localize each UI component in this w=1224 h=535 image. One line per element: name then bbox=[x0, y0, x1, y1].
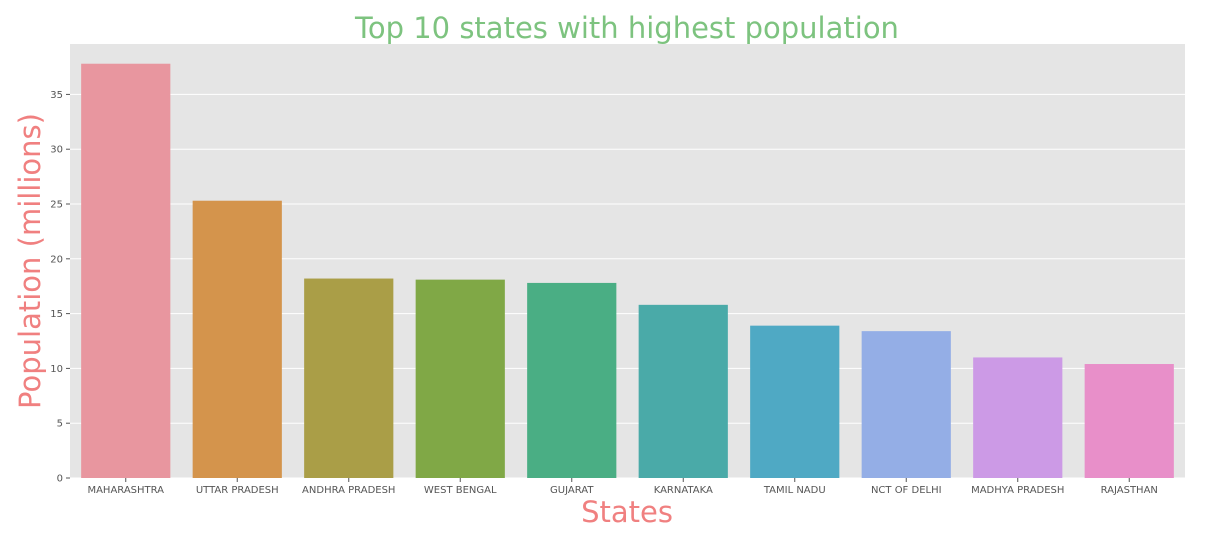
bar-karnataka bbox=[638, 304, 728, 478]
x-axis-label: States bbox=[581, 495, 673, 529]
y-tick-label: 20 bbox=[50, 254, 63, 265]
x-tick-label: RAJASTHAN bbox=[1101, 485, 1158, 496]
y-tick-label: 35 bbox=[50, 90, 63, 101]
y-axis-ticks: 0 5 10 15 20 25 30 35 bbox=[50, 90, 70, 485]
bar-uttar-pradesh bbox=[192, 200, 282, 478]
bar-madhya-pradesh bbox=[973, 357, 1063, 478]
bar-nct-of-delhi bbox=[861, 331, 951, 478]
bar-gujarat bbox=[527, 282, 617, 478]
x-tick-label: ANDHRA PRADESH bbox=[302, 485, 395, 496]
x-tick-label: MADHYA PRADESH bbox=[971, 485, 1064, 496]
x-tick-label: GUJARAT bbox=[550, 485, 594, 496]
chart-title: Top 10 states with highest population bbox=[354, 11, 899, 45]
y-tick-label: 10 bbox=[50, 364, 63, 375]
y-tick-label: 25 bbox=[50, 200, 63, 211]
x-tick-label: NCT OF DELHI bbox=[871, 485, 942, 496]
bars-group bbox=[81, 63, 1174, 479]
x-tick-label: TAMIL NADU bbox=[763, 485, 826, 496]
y-tick-label: 15 bbox=[50, 309, 63, 320]
bar-tamil-nadu bbox=[750, 325, 840, 478]
bar-maharashtra bbox=[81, 63, 171, 479]
x-tick-label: WEST BENGAL bbox=[424, 485, 497, 496]
y-tick-label: 0 bbox=[57, 474, 63, 485]
bar-west-bengal bbox=[415, 279, 505, 478]
bar-rajasthan bbox=[1084, 364, 1174, 478]
x-tick-label: MAHARASHTRA bbox=[87, 485, 164, 496]
x-axis-ticks: MAHARASHTRA UTTAR PRADESH ANDHRA PRADESH WE… bbox=[87, 478, 1158, 496]
bar-andhra-pradesh bbox=[304, 278, 394, 478]
x-tick-label: UTTAR PRADESH bbox=[196, 485, 279, 496]
y-tick-label: 30 bbox=[50, 145, 63, 156]
x-tick-label: KARNATAKA bbox=[654, 485, 713, 496]
y-axis-label: Population (millions) bbox=[13, 113, 47, 409]
y-tick-label: 5 bbox=[57, 419, 63, 430]
